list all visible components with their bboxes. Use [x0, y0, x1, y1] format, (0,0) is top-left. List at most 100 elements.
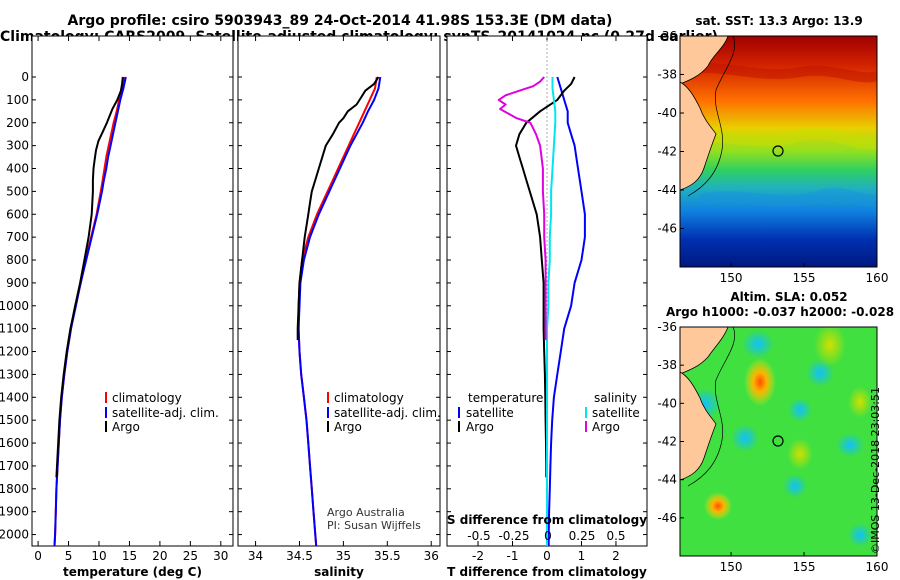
- x-tick-label: 20: [152, 549, 167, 563]
- map-y-tick-label: -36: [657, 29, 677, 43]
- series-line-salinity-argo: [497, 76, 547, 341]
- legend-salinity-heading: salinity: [594, 391, 637, 405]
- salinity-panel: 34 34.5 35 35.5 36 salinity: [237, 35, 441, 579]
- x-tick-label: 0: [543, 549, 551, 563]
- map-x-tick-label: 160: [866, 560, 889, 574]
- difference-panel: -2 -1 0 1 2 T difference from climatology: [446, 35, 648, 579]
- x-axis-label: T difference from climatology: [447, 565, 647, 579]
- x-tick-label: 5: [65, 549, 73, 563]
- x-tick-label: 30: [213, 549, 228, 563]
- legend-climatology-label: climatology: [112, 391, 182, 405]
- x-tick-label: 35.5: [374, 549, 401, 563]
- legend-climatology-label: climatology: [334, 391, 404, 405]
- depth-tick-label: 1000: [0, 299, 29, 313]
- x-tick-label: 2: [612, 549, 620, 563]
- depth-axis: 0 100 200 300 400 500 600 700 800 900 1000 1100 1200…: [0, 70, 29, 542]
- x-tick-label: 1: [578, 549, 586, 563]
- depth-tick-label: 1800: [0, 482, 29, 496]
- map-y-tick-label: -46: [657, 511, 677, 525]
- difference-legend: temperature satellite Argo salinity sate…: [458, 391, 640, 434]
- s-diff-tick-label: 0.25: [569, 529, 596, 543]
- x-tick-label: 34.5: [286, 549, 313, 563]
- depth-tick-label: 700: [6, 230, 29, 244]
- s-diff-tick-label: 0.5: [606, 529, 625, 543]
- depth-tick-label: 1900: [0, 505, 29, 519]
- depth-tick-label: 1300: [0, 367, 29, 381]
- depth-tick-label: 500: [6, 184, 29, 198]
- map-y-tick-label: -38: [657, 358, 677, 372]
- s-diff-axis-label: S difference from climatology: [447, 513, 647, 527]
- series-line-salinity-satellite: [546, 77, 557, 546]
- x-axis-label: salinity: [314, 565, 364, 579]
- legend-t-satellite-label: satellite: [466, 406, 514, 420]
- map-x-tick-label: 155: [793, 560, 816, 574]
- profile-location-marker: [772, 145, 784, 157]
- legend-t-argo-label: Argo: [466, 420, 494, 434]
- x-tick-label: -2: [472, 549, 484, 563]
- x-tick-label: 10: [91, 549, 106, 563]
- temperature-legend: climatology satellite-adj. clim. Argo: [105, 391, 219, 434]
- map-y-tick-label: -46: [657, 222, 677, 236]
- attribution-line2: PI: Susan Wijffels: [327, 519, 421, 532]
- attribution-line1: Argo Australia: [327, 506, 405, 519]
- plot-frame: [31, 35, 234, 547]
- map-x-tick-label: 150: [720, 271, 743, 285]
- sst-map: 150 155 160 -36 -38 -40 -42 -44 -46: [657, 29, 888, 285]
- legend-temperature-heading: temperature: [468, 391, 543, 405]
- depth-tick-label: 200: [6, 116, 29, 130]
- attribution: Argo Australia PI: Susan Wijffels: [327, 506, 421, 532]
- map-y-tick-label: -38: [657, 68, 677, 82]
- map-y-tick-label: -44: [657, 473, 677, 487]
- legend-satellite-label: satellite-adj. clim.: [334, 406, 441, 420]
- imos-credit: ©IMOS 13-Dec-2018 23:03:51: [869, 387, 882, 554]
- depth-tick-label: 1100: [0, 322, 29, 336]
- s-diff-tick-label: 0: [544, 529, 552, 543]
- s-diff-tick-label: -0.25: [498, 529, 529, 543]
- x-tick-label: 34: [248, 549, 263, 563]
- isobath: [687, 327, 735, 487]
- series-line-argo: [296, 76, 380, 341]
- tasmania-coast: [680, 81, 717, 191]
- map-x-tick-label: 155: [793, 271, 816, 285]
- x-tick-label: 0: [34, 549, 42, 563]
- sst-map-title: sat. SST: 13.3 Argo: 13.9: [695, 14, 862, 28]
- depth-tick-label: 1500: [0, 413, 29, 427]
- series-line-satellite-adj-clim-: [297, 76, 382, 547]
- australia-coast: [680, 36, 729, 85]
- figure-title-line1: Argo profile: csiro 5903943_89 24-Oct-20…: [67, 13, 613, 29]
- depth-tick-label: 900: [6, 276, 29, 290]
- depth-tick-label: 1700: [0, 459, 29, 473]
- australia-coast: [680, 327, 729, 375]
- x-tick-label: 36: [424, 549, 439, 563]
- map-y-tick-label: -40: [657, 396, 677, 410]
- x-axis-label: temperature (deg C): [63, 565, 202, 579]
- map-y-tick-label: -42: [657, 435, 677, 449]
- depth-tick-label: 1400: [0, 390, 29, 404]
- legend-argo-label: Argo: [334, 420, 362, 434]
- x-tick-label: 25: [183, 549, 198, 563]
- temperature-panel: 0 5 10 15 20 25 30 temperature (deg C): [31, 35, 234, 579]
- depth-tick-label: 300: [6, 139, 29, 153]
- depth-tick-label: 400: [6, 162, 29, 176]
- s-diff-tick-label: -0.5: [467, 529, 490, 543]
- depth-tick-label: 800: [6, 253, 29, 267]
- sla-map-title-line1: Altim. SLA: 0.052: [730, 290, 847, 304]
- profile-location-marker: [772, 435, 784, 447]
- sla-map: 150 155 160 -36 -38 -40 -42 -44 -46: [657, 320, 888, 574]
- depth-tick-label: 2000: [0, 528, 29, 542]
- depth-tick-label: 1200: [0, 345, 29, 359]
- sla-map-title-line2: Argo h1000: -0.037 h2000: -0.028: [666, 305, 894, 319]
- legend-argo-label: Argo: [112, 420, 140, 434]
- tasmania-coast: [680, 371, 717, 481]
- map-y-tick-label: -36: [657, 320, 677, 334]
- legend-s-satellite-label: satellite: [592, 406, 640, 420]
- map-y-tick-label: -44: [657, 183, 677, 197]
- depth-tick-label: 0: [21, 70, 29, 84]
- legend-s-argo-label: Argo: [592, 420, 620, 434]
- series-line-temperature-argo: [515, 76, 576, 478]
- depth-tick-label: 1600: [0, 436, 29, 450]
- legend-satellite-label: satellite-adj. clim.: [112, 406, 219, 420]
- salinity-legend: climatology satellite-adj. clim. Argo: [327, 391, 441, 434]
- depth-tick-label: 100: [6, 93, 29, 107]
